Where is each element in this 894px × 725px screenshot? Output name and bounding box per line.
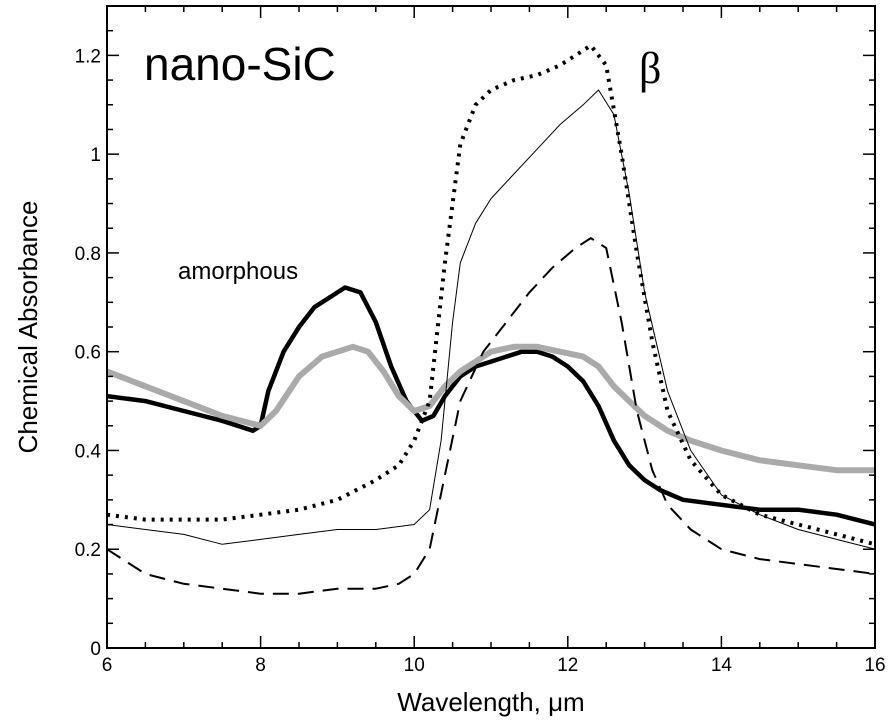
- plot-frame: [106, 5, 876, 649]
- series-line-dashed: [107, 237, 875, 595]
- y-tick-label: 0.6: [75, 343, 101, 364]
- y-tick-label: 0.2: [75, 540, 101, 561]
- series-line-thick-gray-solid: [107, 343, 875, 474]
- series-line-dotted: [107, 43, 875, 547]
- annotation-amorphous: amorphous: [178, 258, 298, 285]
- x-tick-label: 12: [557, 655, 578, 676]
- x-tick-label: 10: [404, 655, 425, 676]
- y-tick-label: 1.2: [75, 46, 101, 67]
- y-axis-title: Chemical Absorbance: [13, 201, 43, 454]
- x-tick-label: 8: [255, 655, 266, 676]
- y-tick-label: 0.8: [75, 244, 101, 265]
- series-line-thick-black-solid: [107, 285, 875, 527]
- y-tick-label: 0.4: [75, 441, 102, 462]
- chart-title: nano-SiC: [144, 38, 336, 90]
- x-tick-label: 6: [102, 655, 113, 676]
- x-tick-label: 14: [711, 655, 733, 676]
- y-tick-label: 0: [90, 639, 101, 660]
- series-line-thin-black-solid: [107, 89, 875, 550]
- x-axis-title: Wavelength, μm: [397, 687, 584, 717]
- y-tick-label: 1: [90, 145, 101, 166]
- x-tick-label: 16: [864, 655, 885, 676]
- annotation-beta: β: [639, 44, 661, 93]
